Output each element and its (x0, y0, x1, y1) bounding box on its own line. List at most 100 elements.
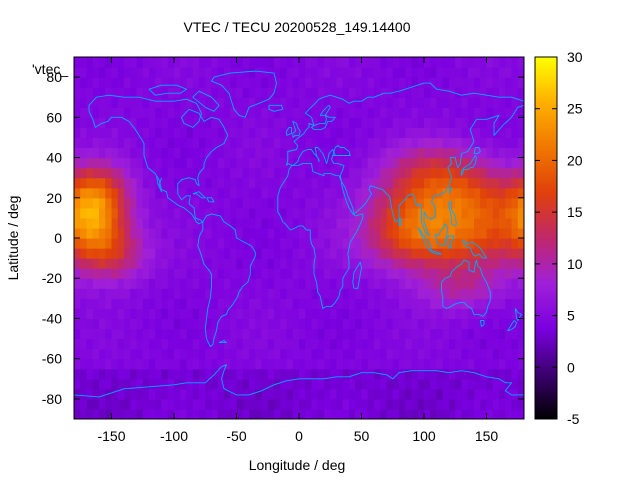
heatmap-cell (317, 408, 325, 419)
heatmap-cell (174, 197, 181, 209)
heatmap-cell (180, 248, 188, 259)
heatmap-cell (436, 167, 444, 179)
heatmap-cell (424, 308, 431, 320)
heatmap-cell (130, 258, 138, 269)
heatmap-cell (292, 57, 300, 68)
heatmap-cell (249, 57, 256, 68)
heatmap-cell (155, 97, 163, 108)
heatmap-cell (286, 57, 294, 68)
heatmap-cell (161, 348, 169, 360)
heatmap-cell (230, 97, 238, 108)
heatmap-cell (130, 137, 138, 149)
heatmap-cell (336, 388, 344, 400)
heatmap-cell (99, 57, 106, 68)
heatmap-cell (167, 388, 175, 400)
heatmap-cell (324, 328, 331, 340)
heatmap-cell (199, 77, 206, 88)
heatmap-cell (455, 217, 463, 229)
heatmap-cell (149, 77, 156, 88)
heatmap-cell (317, 388, 325, 400)
heatmap-cell (411, 227, 419, 239)
heatmap-cell (411, 288, 419, 299)
heatmap-cell (467, 97, 475, 108)
heatmap-cell (492, 328, 500, 340)
heatmap-cell (242, 87, 250, 98)
heatmap-cell (149, 268, 156, 279)
heatmap-cell (180, 107, 188, 118)
heatmap-cell (349, 127, 356, 139)
heatmap-cell (336, 338, 344, 350)
heatmap-cell (136, 127, 144, 139)
heatmap-cell (336, 238, 344, 249)
heatmap-cell (217, 248, 225, 259)
heatmap-cell (211, 177, 219, 189)
heatmap-cell (117, 378, 125, 390)
heatmap-cell (280, 197, 288, 209)
heatmap-cell (99, 167, 106, 179)
heatmap-cell (136, 378, 144, 390)
heatmap-cell (292, 318, 300, 330)
heatmap-cell (511, 408, 519, 419)
heatmap-cell (311, 278, 319, 289)
heatmap-cell (167, 77, 175, 88)
heatmap-cell (411, 268, 419, 279)
heatmap-cell (86, 368, 94, 380)
heatmap-cell (342, 318, 350, 330)
heatmap-cell (449, 167, 456, 179)
heatmap-cell (211, 127, 219, 139)
heatmap-cell (80, 157, 88, 169)
heatmap-cell (461, 348, 469, 360)
heatmap-cell (230, 77, 238, 88)
heatmap-cell (217, 358, 225, 370)
heatmap-cell (411, 378, 419, 390)
heatmap-cell (180, 227, 188, 239)
heatmap-cell (324, 408, 331, 419)
heatmap-cell (130, 167, 138, 179)
heatmap-cell (286, 87, 294, 98)
heatmap-cell (392, 348, 400, 360)
heatmap-cell (149, 167, 156, 179)
heatmap-cell (274, 207, 281, 219)
heatmap-cell (461, 248, 469, 259)
heatmap-cell (99, 358, 106, 370)
heatmap-cell (455, 117, 463, 128)
heatmap-cell (342, 97, 350, 108)
heatmap-cell (261, 408, 269, 419)
heatmap-cell (230, 278, 238, 289)
heatmap-cell (405, 238, 413, 249)
heatmap-cell (236, 127, 244, 139)
heatmap-cell (199, 278, 206, 289)
heatmap-cell (105, 328, 113, 340)
heatmap-cell (99, 338, 106, 350)
heatmap-cell (211, 217, 219, 229)
heatmap-cell (399, 338, 406, 350)
heatmap-cell (442, 338, 450, 350)
heatmap-cell (480, 378, 488, 390)
heatmap-cell (105, 157, 113, 169)
heatmap-cell (299, 298, 306, 309)
heatmap-cell (242, 328, 250, 340)
heatmap-cell (455, 57, 463, 68)
heatmap-cell (461, 127, 469, 139)
heatmap-cell (430, 278, 438, 289)
heatmap-cell (117, 388, 125, 400)
heatmap-cell (192, 398, 200, 410)
heatmap-cell (142, 117, 150, 128)
heatmap-cell (261, 238, 269, 249)
heatmap-cell (342, 107, 350, 118)
heatmap-cell (130, 77, 138, 88)
heatmap-cell (224, 117, 231, 128)
heatmap-cell (117, 328, 125, 340)
heatmap-cell (380, 298, 388, 309)
heatmap-cell (292, 207, 300, 219)
heatmap-cells (74, 57, 524, 419)
heatmap-cell (449, 97, 456, 108)
heatmap-cell (467, 137, 475, 149)
heatmap-cell (161, 238, 169, 249)
heatmap-cell (505, 117, 513, 128)
heatmap-cell (455, 258, 463, 269)
heatmap-cell (336, 187, 344, 199)
heatmap-cell (361, 388, 369, 400)
heatmap-cell (249, 87, 256, 98)
heatmap-cell (324, 248, 331, 259)
